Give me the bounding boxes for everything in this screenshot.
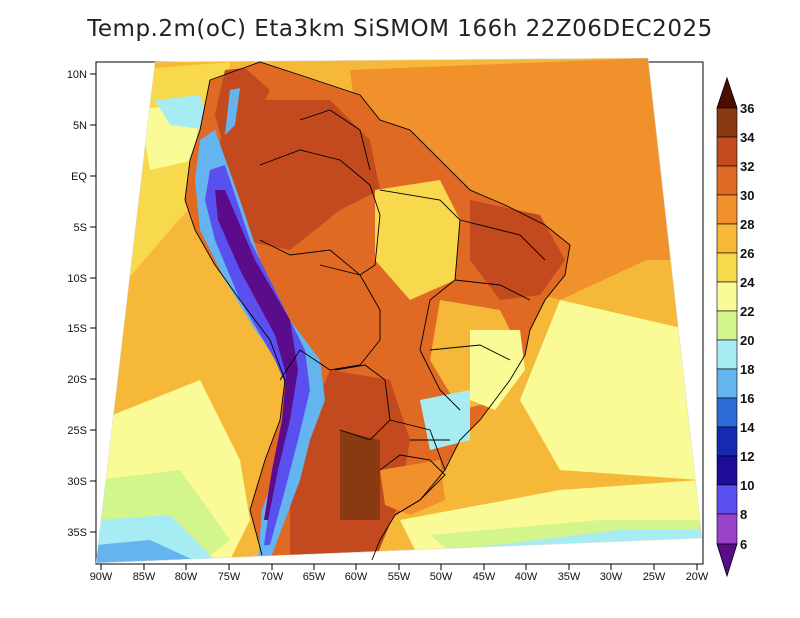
colorbar-label: 10 [740, 478, 754, 493]
colorbar-swatch [716, 194, 738, 225]
colorbar-label: 8 [740, 507, 747, 522]
country-borders [184, 61, 571, 561]
colorbar-swatch [716, 455, 738, 486]
colorbar-label: 36 [740, 101, 754, 116]
lon-label: 30W [600, 571, 623, 583]
colorbar-bottom-arrow [716, 543, 738, 578]
latitude-labels: 10N 5N EQ 5S 10S 15S 20S 25S 30S 35S [67, 69, 88, 539]
lon-label: 45W [473, 571, 496, 583]
lat-label: 20S [67, 374, 87, 386]
colorbar-swatch [716, 513, 738, 545]
colorbar-label: 16 [740, 391, 754, 406]
lon-label: 35W [558, 571, 581, 583]
lat-label: 15S [67, 323, 87, 335]
colorbar-swatch [716, 281, 738, 312]
colorbar-label: 28 [740, 217, 754, 232]
lat-label: 35S [67, 527, 87, 539]
colorbar-label: 22 [740, 304, 754, 319]
lon-label: 70W [261, 571, 284, 583]
colorbar-swatch [716, 484, 738, 515]
colorbar-label: 32 [740, 159, 754, 174]
lon-label: 40W [515, 571, 538, 583]
colorbar: 36 34 32 30 28 26 24 22 20 18 16 14 12 1… [716, 76, 755, 578]
colorbar-label: 26 [740, 246, 754, 261]
lat-label: 5N [73, 120, 87, 132]
lon-label: 85W [133, 571, 156, 583]
colorbar-top-arrow [716, 76, 738, 109]
colorbar-swatch [716, 339, 738, 370]
lon-label: 60W [345, 571, 368, 583]
axis-ticks [90, 73, 698, 570]
lon-label: 25W [643, 571, 666, 583]
lon-label: 20W [686, 571, 709, 583]
lon-label: 90W [90, 571, 113, 583]
lat-label: 30S [67, 476, 87, 488]
colorbar-swatch [716, 223, 738, 254]
colorbar-swatch [716, 426, 738, 457]
lon-label: 55W [388, 571, 411, 583]
temperature-field [96, 58, 702, 563]
lat-label: EQ [71, 171, 87, 183]
colorbar-swatch [716, 252, 738, 283]
colorbar-swatch [716, 397, 738, 428]
colorbar-label: 20 [740, 333, 754, 348]
map-title: Temp.2m(oC) Eta3km SiSMOM 166h 22Z06DEC2… [87, 16, 713, 42]
lon-label: 50W [430, 571, 453, 583]
colorbar-label: 12 [740, 449, 754, 464]
longitude-labels: 90W 85W 80W 75W 70W 65W 60W 55W 50W 45W … [90, 571, 709, 583]
lat-label: 25S [67, 425, 87, 437]
colorbar-label: 34 [740, 130, 755, 145]
lat-label: 10S [67, 273, 87, 285]
colorbar-swatch [716, 136, 738, 167]
colorbar-swatch [716, 107, 738, 138]
lat-label: 10N [67, 69, 87, 81]
lon-label: 65W [303, 571, 326, 583]
lon-label: 75W [218, 571, 241, 583]
lat-label: 5S [74, 222, 87, 234]
colorbar-swatch [716, 165, 738, 196]
colorbar-label: 6 [740, 537, 747, 552]
lon-label: 80W [175, 571, 198, 583]
colorbar-label: 24 [740, 275, 755, 290]
colorbar-label: 14 [740, 420, 755, 435]
colorbar-label: 18 [740, 362, 754, 377]
colorbar-label: 30 [740, 188, 754, 203]
colorbar-swatch [716, 310, 738, 341]
colorbar-swatch [716, 368, 738, 399]
